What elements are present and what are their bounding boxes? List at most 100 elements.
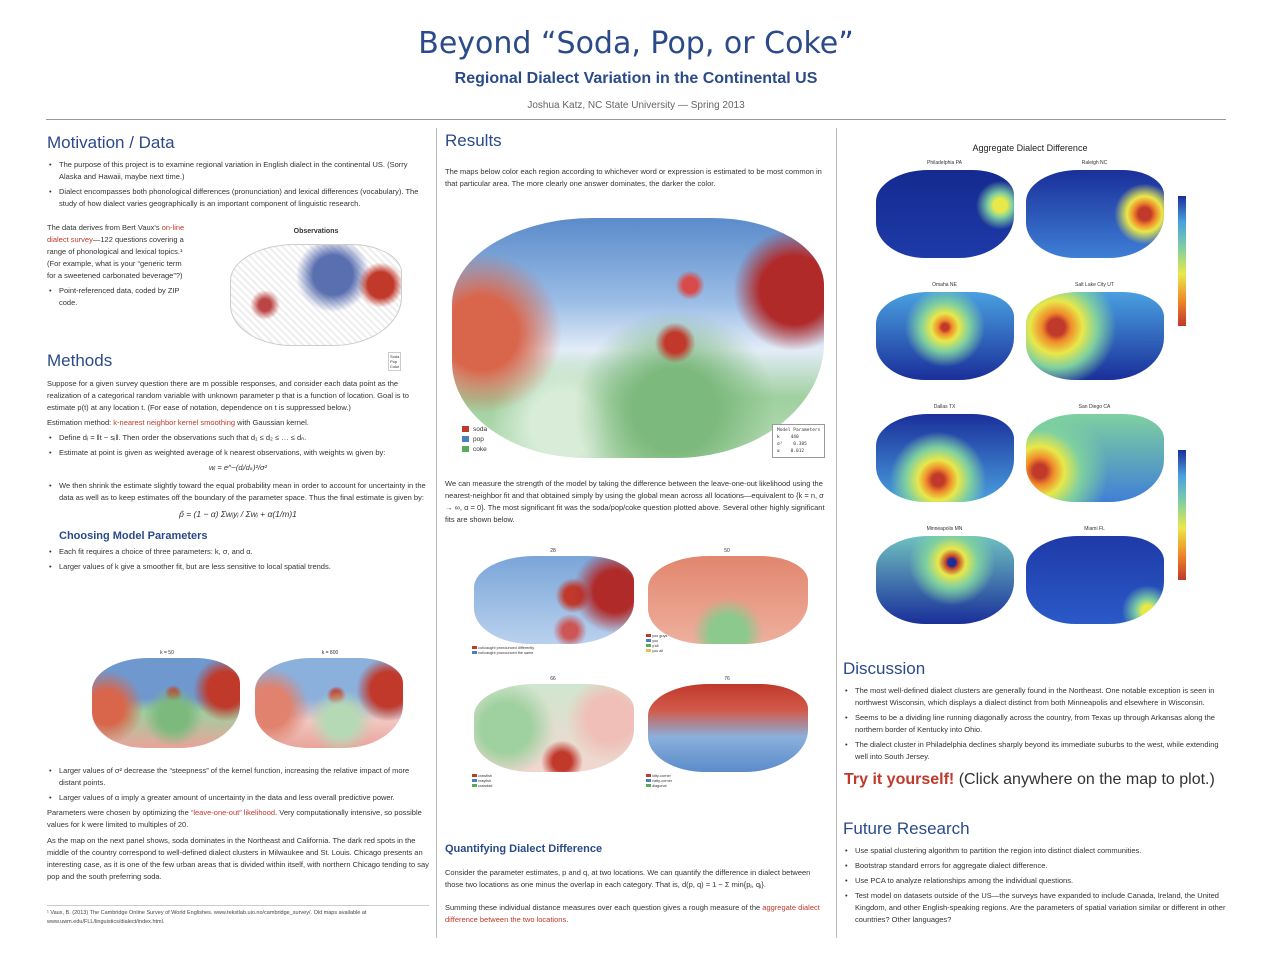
small-map-66-legend: crawfish crayfish crawdad (472, 774, 492, 789)
future-bullet-4: Test model on datasets outside of the US… (845, 890, 1228, 926)
small-legend-row: you (646, 639, 667, 644)
aggregate-map-cell[interactable]: Minneapolis MN (872, 526, 1017, 644)
discussion-section: The most well-defined dialect clusters a… (843, 685, 1228, 766)
aggregate-map-cell[interactable]: Philadelphia PA (872, 160, 1017, 278)
param-value: 0.385 (793, 442, 807, 447)
aggregate-map-city: Miami FL (1084, 526, 1105, 532)
methods-bullet-2: Estimate at point is given as weighted a… (49, 447, 429, 459)
future-bullet-3: Use PCA to analyze relationships among t… (845, 875, 1228, 887)
aggregate-map-image (1026, 170, 1164, 258)
aggregate-map-city: Minneapolis MN (926, 526, 963, 532)
aggregate-map-cell[interactable]: Miami FL (1022, 526, 1167, 644)
quantifying-paragraph: Consider the parameter estimates, p and … (445, 868, 811, 889)
parameters-text-b: . Very computationally intensive, so pos… (47, 808, 422, 829)
quantifying-heading: Quantifying Dialect Difference (445, 843, 603, 855)
legend-swatch-pop (462, 436, 469, 442)
small-legend-swatch (646, 644, 651, 647)
aggregate-map-city: San Diego CA (1078, 404, 1111, 410)
param-value: 440 (790, 435, 799, 440)
likelihood-paragraph: We can measure the strength of the model… (445, 479, 825, 524)
aggregate-map-cell[interactable]: Salt Lake City UT (1022, 282, 1167, 400)
small-legend-label: kitty-corner (652, 774, 671, 778)
legend-swatch-soda (462, 426, 469, 432)
small-legend-swatch (646, 649, 651, 652)
map-k800-image (255, 658, 403, 748)
small-legend-label: you guys (652, 634, 668, 638)
small-legend-row: crawfish (472, 774, 492, 779)
aggregate-map-image (1026, 292, 1164, 380)
small-legend-label: catty-corner (652, 779, 673, 783)
small-legend-row: catty-corner (646, 779, 672, 784)
methods-section: Suppose for a given survey question ther… (47, 378, 429, 576)
small-legend-swatch (472, 651, 477, 654)
estimation-method: Estimation method: k-nearest neighbor ke… (47, 417, 429, 429)
param-row: α 0.012 (777, 448, 820, 455)
legend-label-coke: coke (473, 445, 487, 453)
weight-formula: wᵢ = e^−(dᵢ/dₖ)²/σ² (208, 463, 268, 472)
future-bullet-2: Bootstrap standard errors for aggregate … (845, 860, 1228, 872)
small-legend-label: y'all (652, 644, 659, 648)
aggregate-map-grid: Philadelphia PA Raleigh NC Omaha NE Salt La… (872, 160, 1172, 640)
future-research-heading: Future Research (843, 819, 970, 838)
small-map-number: 76 (724, 676, 730, 682)
map-k800: k = 800 (255, 650, 405, 755)
summing-paragraph: Summing these individual distance measur… (445, 902, 827, 926)
aggregate-title: Aggregate Dialect Difference (972, 143, 1088, 153)
map-k800-label: k = 800 (321, 650, 339, 656)
aggregate-map-image (1026, 414, 1164, 502)
column-divider-1 (436, 128, 437, 938)
summing-text-a: Summing these individual distance measur… (445, 903, 761, 912)
small-map-number: 50 (724, 548, 730, 554)
methods-intro: Suppose for a given survey question ther… (47, 379, 409, 412)
leave-one-out-link[interactable]: “leave-one-out” likelihood (190, 808, 276, 817)
small-legend-row: crayfish (472, 779, 492, 784)
soda-pop-coke-map[interactable] (452, 218, 824, 458)
aggregate-map-city: Dallas TX (933, 404, 956, 410)
small-legend-label: cot/caught pronounced differently (478, 646, 535, 650)
choosing-parameters-heading: Choosing Model Parameters (59, 530, 208, 542)
small-legend-swatch (472, 779, 477, 782)
discussion-heading: Discussion (843, 659, 926, 678)
motivation-bullet-3: Point-referenced data, coded by ZIP code… (49, 285, 185, 309)
parameters-text-a: Parameters were chosen by optimizing the (47, 808, 189, 817)
motivation-bullet-2: Dialect encompasses both phonological di… (49, 186, 427, 210)
aggregate-difference-link[interactable]: aggregate dialect difference between the… (445, 903, 820, 924)
knn-link[interactable]: k-nearest neighbor kernel smoothing (113, 418, 236, 427)
small-map-66[interactable]: 66 crawfish crayfish crawdad (468, 676, 638, 801)
try-it-yourself[interactable]: Try it yourself! (Click anywhere on the … (844, 771, 1234, 789)
map-k50-image (92, 658, 240, 748)
small-legend-swatch (646, 634, 651, 637)
small-legend-label: crawfish (478, 774, 492, 778)
obs-legend-pop: Pop (390, 359, 398, 364)
small-map-76-legend: kitty-corner catty-corner diagonal (646, 774, 672, 789)
aggregate-map-cell[interactable]: Raleigh NC (1022, 160, 1167, 278)
param-value: 0.012 (790, 449, 805, 454)
footnote: ¹ Vaux, B. (2013) The Cambridge Online S… (47, 910, 367, 925)
aggregate-map-image (876, 536, 1014, 624)
small-legend-swatch (646, 779, 651, 782)
estimate-formula: p̂ = (1 − α) Σwᵢyᵢ / Σwᵢ + α(1/m)1 (179, 509, 297, 519)
aggregate-map-cell[interactable]: Dallas TX (872, 404, 1017, 522)
small-map-66-image (474, 684, 634, 772)
try-it-label: Try it yourself! (844, 771, 955, 788)
small-legend-swatch (646, 784, 651, 787)
small-map-50[interactable]: 50 you guys you y'all you all (642, 548, 812, 668)
small-map-76[interactable]: 76 kitty-corner catty-corner diagonal (642, 676, 812, 801)
small-legend-row: diagonal (646, 784, 672, 789)
map-k50-label: k = 50 (160, 650, 174, 656)
survey-link[interactable]: on-line dialect survey (47, 223, 185, 244)
poster-subtitle: Regional Dialect Variation in the Contin… (454, 70, 818, 87)
summing-text-b: . (566, 915, 569, 924)
discussion-bullet-3: The dialect cluster in Philadelphia decl… (845, 739, 1228, 763)
motivation-bullet-1: The purpose of this project is to examin… (49, 159, 427, 183)
small-legend-swatch (646, 639, 651, 642)
small-map-28[interactable]: 28 cot/caught pronounced differently cot… (468, 548, 638, 668)
small-map-50-legend: you guys you y'all you all (646, 634, 667, 654)
aggregate-map-cell[interactable]: Omaha NE (872, 282, 1017, 400)
data-source-text-a: The data derives from Bert Vaux's (47, 223, 160, 232)
small-legend-swatch (472, 774, 477, 777)
param-row: k 440 (777, 434, 820, 441)
aggregate-map-cell[interactable]: San Diego CA (1022, 404, 1167, 522)
data-source-paragraph: The data derives from Bert Vaux's on-lin… (47, 222, 185, 312)
param-row: σ² 0.385 (777, 441, 820, 448)
